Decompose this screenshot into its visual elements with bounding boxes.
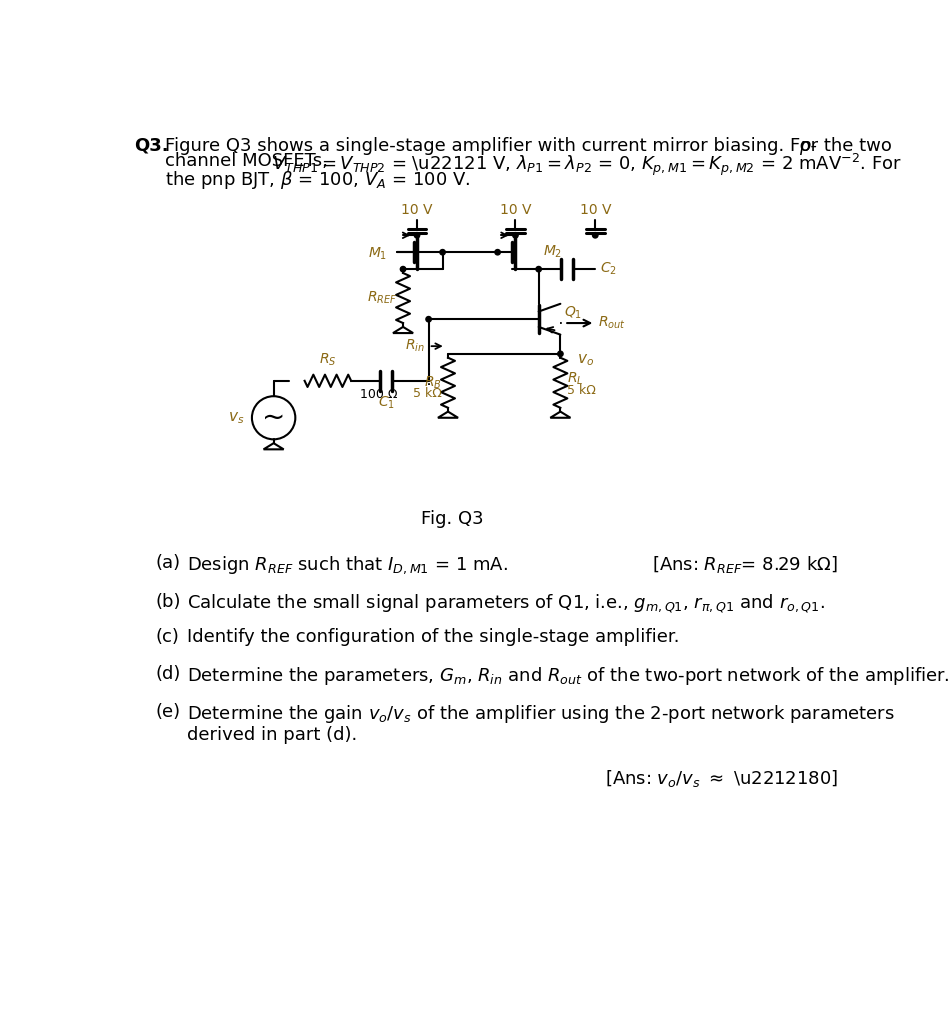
- Text: Design $R_{REF}$ such that $I_{D,M1}$ = 1 mA.: Design $R_{REF}$ such that $I_{D,M1}$ = …: [187, 554, 508, 575]
- Text: (b): (b): [156, 592, 181, 611]
- Text: $v_o$: $v_o$: [577, 352, 594, 368]
- Text: 10 V: 10 V: [500, 203, 531, 216]
- Text: $R_{in}$: $R_{in}$: [405, 338, 425, 355]
- Circle shape: [415, 233, 419, 238]
- Circle shape: [512, 233, 518, 238]
- Text: 5 kΩ: 5 kΩ: [567, 383, 595, 396]
- Text: $Q_1$: $Q_1$: [565, 305, 583, 321]
- Text: Q3.: Q3.: [134, 136, 169, 155]
- Text: (d): (d): [156, 665, 181, 683]
- Text: the pnp BJT, $\beta$ = 100, $V_A$ = 100 V.: the pnp BJT, $\beta$ = 100, $V_A$ = 100 …: [165, 169, 471, 191]
- Text: $V_{THP1} = V_{THP2}$ = \u22121 V, $\lambda_{P1} = \lambda_{P2}$ = 0, $K_{p,M1} : $V_{THP1} = V_{THP2}$ = \u22121 V, $\lam…: [272, 152, 902, 178]
- Text: channel MOSFETs,: channel MOSFETs,: [165, 152, 334, 170]
- Text: 5 kΩ: 5 kΩ: [413, 386, 442, 399]
- Text: $v_s$: $v_s$: [228, 409, 244, 426]
- Text: ~: ~: [262, 403, 286, 432]
- Text: $R_S$: $R_S$: [319, 352, 337, 368]
- Text: [Ans: $R_{REF}$= 8.29 k$\Omega$]: [Ans: $R_{REF}$= 8.29 k$\Omega$]: [652, 554, 838, 575]
- Text: $M_2$: $M_2$: [543, 244, 562, 261]
- Text: (e): (e): [156, 703, 181, 721]
- Text: Calculate the small signal parameters of Q1, i.e., $g_{m,Q1}$, $r_{\pi,Q1}$ and : Calculate the small signal parameters of…: [187, 592, 825, 615]
- Text: p-: p-: [799, 136, 817, 155]
- Text: Determine the parameters, $G_m$, $R_{in}$ and $R_{out}$ of the two-port network : Determine the parameters, $G_m$, $R_{in}…: [187, 665, 949, 686]
- Text: Identify the configuration of the single-stage amplifier.: Identify the configuration of the single…: [187, 628, 679, 646]
- Text: Fig. Q3: Fig. Q3: [420, 511, 483, 528]
- Circle shape: [440, 250, 445, 255]
- Circle shape: [592, 233, 598, 238]
- Text: $C_1$: $C_1$: [378, 394, 395, 411]
- Circle shape: [400, 267, 406, 272]
- Text: Figure Q3 shows a single-stage amplifier with current mirror biasing. For the tw: Figure Q3 shows a single-stage amplifier…: [165, 136, 898, 155]
- Text: $C_2$: $C_2$: [600, 261, 617, 277]
- Text: (a): (a): [156, 554, 181, 572]
- Text: [Ans: $v_o$/$v_s$ $\approx$ \u2212180]: [Ans: $v_o$/$v_s$ $\approx$ \u2212180]: [605, 768, 838, 790]
- Text: $R_{out}$: $R_{out}$: [598, 314, 625, 332]
- Text: 10 V: 10 V: [401, 203, 433, 216]
- Text: $M_1$: $M_1$: [368, 246, 387, 262]
- Circle shape: [558, 351, 563, 357]
- Text: $R_{REF}$: $R_{REF}$: [366, 289, 397, 306]
- Circle shape: [426, 316, 432, 321]
- Text: $R_L$: $R_L$: [567, 370, 583, 386]
- Text: 100 Ω: 100 Ω: [361, 388, 398, 401]
- Text: $R_B$: $R_B$: [424, 374, 442, 390]
- Text: derived in part (d).: derived in part (d).: [187, 726, 357, 744]
- Circle shape: [536, 267, 541, 272]
- Circle shape: [494, 250, 500, 255]
- Text: (c): (c): [156, 628, 179, 646]
- Text: Determine the gain $v_o$/$v_s$ of the amplifier using the 2-port network paramet: Determine the gain $v_o$/$v_s$ of the am…: [187, 703, 895, 725]
- Text: 10 V: 10 V: [580, 203, 611, 216]
